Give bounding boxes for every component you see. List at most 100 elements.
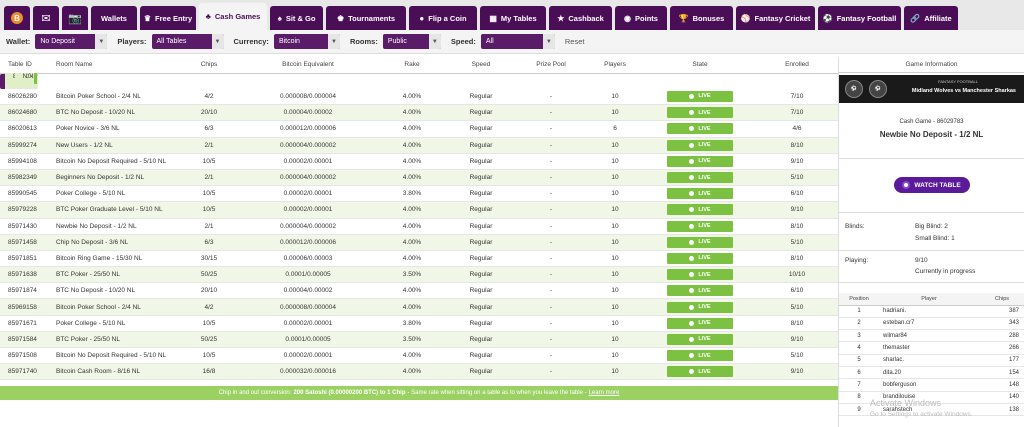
- table-cell: Regular: [446, 234, 516, 251]
- tab-cash-games[interactable]: ♣ Cash Games: [199, 3, 267, 30]
- live-badge[interactable]: LIVE: [33, 72, 38, 84]
- live-badge[interactable]: LIVE: [667, 236, 733, 248]
- table-row[interactable]: 85971851 Bitcoin Ring Game - 15/30 NL 30/1…: [0, 250, 838, 268]
- live-dot-icon: [689, 223, 695, 229]
- table-row[interactable]: 85971671 Poker College - 5/10 NL 10/5 0.000…: [0, 315, 838, 332]
- big-blind: Big Blind: 2: [915, 223, 948, 230]
- tab-icon: 🔗: [910, 13, 921, 23]
- table-cell: 4.00%: [378, 201, 446, 219]
- table-row[interactable]: 86024680 BTC No Deposit - 10/20 NL 20/10 0.…: [0, 104, 838, 122]
- table-row[interactable]: 85971740 Bitcoin Cash Room - 8/16 NL 16/8 0…: [0, 363, 838, 381]
- table-cell: 10: [586, 218, 644, 235]
- player-cell: 2: [839, 317, 879, 331]
- table-cell: 85994108: [0, 153, 48, 170]
- live-badge[interactable]: LIVE: [667, 204, 733, 216]
- table-cell: 85971851: [0, 250, 48, 268]
- live-badge[interactable]: LIVE: [667, 301, 733, 313]
- table-row[interactable]: 85971638 BTC Poker - 25/50 NL 50/25 0.0001/…: [0, 266, 838, 284]
- table-row[interactable]: 86020613 Poker Novice - 3/6 NL 6/3 0.000012…: [0, 120, 838, 138]
- tab-label: Bonuses: [692, 13, 725, 23]
- live-badge[interactable]: LIVE: [667, 285, 733, 297]
- live-badge[interactable]: LIVE: [667, 107, 733, 119]
- table-cell: 2/1: [180, 218, 238, 235]
- fantasy-football-banner[interactable]: ⚽ ⚽ FANTASY FOOTBALL Midland Wolves vs M…: [839, 75, 1024, 103]
- table-row[interactable]: 85971584 BTC Poker - 25/50 NL 50/25 0.0001/…: [0, 331, 838, 349]
- player-row: 9 sarahstech 138: [839, 403, 1024, 417]
- tab-points[interactable]: ◉ Points: [615, 6, 667, 30]
- tab-flip-a-coin[interactable]: ● Flip a Coin: [409, 6, 477, 30]
- player-cell: 6: [839, 366, 879, 380]
- live-badge[interactable]: LIVE: [667, 220, 733, 232]
- players-select[interactable]: All Tables ▼: [151, 34, 224, 49]
- speed-select[interactable]: All ▼: [480, 34, 555, 49]
- table-row[interactable]: 85999274 New Users - 1/2 NL 2/1 0.000004/0.…: [0, 137, 838, 154]
- reset-button[interactable]: Reset: [564, 37, 585, 46]
- wallet-select[interactable]: No Deposit ▼: [35, 34, 108, 49]
- live-badge[interactable]: LIVE: [667, 188, 733, 200]
- table-row[interactable]: 85971874 BTC No Deposit - 10/20 NL 20/10 0.…: [0, 282, 838, 300]
- learn-more-link[interactable]: Learn more: [588, 390, 620, 396]
- table-cell: 4/2: [180, 298, 238, 316]
- table-cell: 0.000004/0.000002: [238, 218, 378, 235]
- table-row[interactable]: 85971458 Chip No Deposit - 3/6 NL 6/3 0.000…: [0, 234, 838, 251]
- watch-section: WATCH TABLE: [839, 159, 1024, 213]
- table-row[interactable]: 85979228 BTC Poker Graduate Level - 5/10 …: [0, 201, 838, 219]
- live-badge[interactable]: LIVE: [667, 155, 733, 167]
- live-badge[interactable]: LIVE: [667, 366, 733, 378]
- table-cell: 10: [586, 331, 644, 349]
- live-badge[interactable]: LIVE: [667, 333, 733, 345]
- table-cell: 0.00004/0.00002: [238, 282, 378, 300]
- tab-bonuses[interactable]: 🏆 Bonuses: [670, 6, 733, 30]
- live-badge[interactable]: LIVE: [667, 350, 733, 362]
- live-badge[interactable]: LIVE: [667, 269, 733, 281]
- tab-cashback[interactable]: ★ Cashback: [549, 6, 612, 30]
- table-cell: 10/5: [180, 315, 238, 332]
- currency-select[interactable]: Bitcoin ▼: [273, 34, 340, 49]
- watch-table-button[interactable]: WATCH TABLE: [893, 177, 970, 193]
- player-cell: 1: [839, 305, 879, 318]
- live-badge[interactable]: LIVE: [667, 317, 733, 329]
- table-cell: -: [516, 88, 586, 106]
- tab-wallets[interactable]: Wallets: [91, 6, 137, 30]
- live-badge[interactable]: LIVE: [667, 90, 733, 102]
- tab-affiliate[interactable]: 🔗 Affiliate: [904, 6, 958, 30]
- camera-button[interactable]: 📷: [62, 6, 88, 30]
- table-row[interactable]: 85990545 Poker College - 5/10 NL 10/5 0.000…: [0, 185, 838, 203]
- tab-sit-go[interactable]: ♠ Sit & Go: [270, 6, 323, 30]
- live-badge[interactable]: LIVE: [667, 252, 733, 264]
- room-name: Newbie No Deposit - 1/2 NL: [879, 130, 984, 139]
- table-cell: -: [516, 347, 586, 365]
- column-header: Prize Pool: [516, 57, 586, 74]
- table-cell: -: [516, 250, 586, 268]
- live-badge[interactable]: LIVE: [667, 123, 733, 135]
- table-row[interactable]: 85971508 Bitcoin No Deposit Required - 5/…: [0, 347, 838, 365]
- table-cell: 85990545: [0, 185, 48, 203]
- state-cell: LIVE: [644, 234, 756, 251]
- bitcoin-button[interactable]: B: [4, 6, 30, 30]
- tab-free-entry[interactable]: ♛ Free Entry: [140, 6, 196, 30]
- table-cell: 85971430: [0, 218, 48, 235]
- table-cell: Regular: [446, 153, 516, 170]
- tab-tournaments[interactable]: ♚ Tournaments: [326, 6, 406, 30]
- table-row[interactable]: 86026280 Bitcoin Poker School - 2/4 NL 4/2…: [0, 88, 838, 106]
- filter-bar: Wallet: No Deposit ▼ Players: All Tables ▼…: [0, 30, 1024, 54]
- tab-fantasy-cricket[interactable]: ⚾ Fantasy Cricket: [736, 6, 815, 30]
- rooms-select[interactable]: Public ▼: [382, 34, 441, 49]
- live-badge[interactable]: LIVE: [667, 172, 733, 184]
- table-cell: 5/10: [756, 298, 838, 316]
- tab-my-tables[interactable]: ▦ My Tables: [480, 6, 546, 30]
- blinds-info: Blinds: Big Blind: 2 Small Blind: 1: [839, 213, 1024, 251]
- table-row[interactable]: 85971430 Newbie No Deposit - 1/2 NL 2/1 0.0…: [0, 218, 838, 235]
- table-row[interactable]: 85982349 Beginners No Deposit - 1/2 NL 2/1…: [0, 169, 838, 187]
- live-badge[interactable]: LIVE: [667, 139, 733, 151]
- table-row[interactable]: 85994108 Bitcoin No Deposit Required - 5/…: [0, 153, 838, 170]
- tab-fantasy-football[interactable]: ⚽ Fantasy Football: [818, 6, 901, 30]
- table-row[interactable]: 85969158 Bitcoin Poker School - 2/4 NL 4/2…: [0, 298, 838, 316]
- live-label: LIVE: [698, 255, 711, 262]
- table-cell: BTC No Deposit - 10/20 NL: [48, 104, 180, 122]
- player-row: 8 brandilouise 140: [839, 391, 1024, 404]
- table-cell: 0.000004/0.000002: [238, 169, 378, 187]
- mail-button[interactable]: ✉: [33, 6, 59, 30]
- table-cell: 4.00%: [378, 347, 446, 365]
